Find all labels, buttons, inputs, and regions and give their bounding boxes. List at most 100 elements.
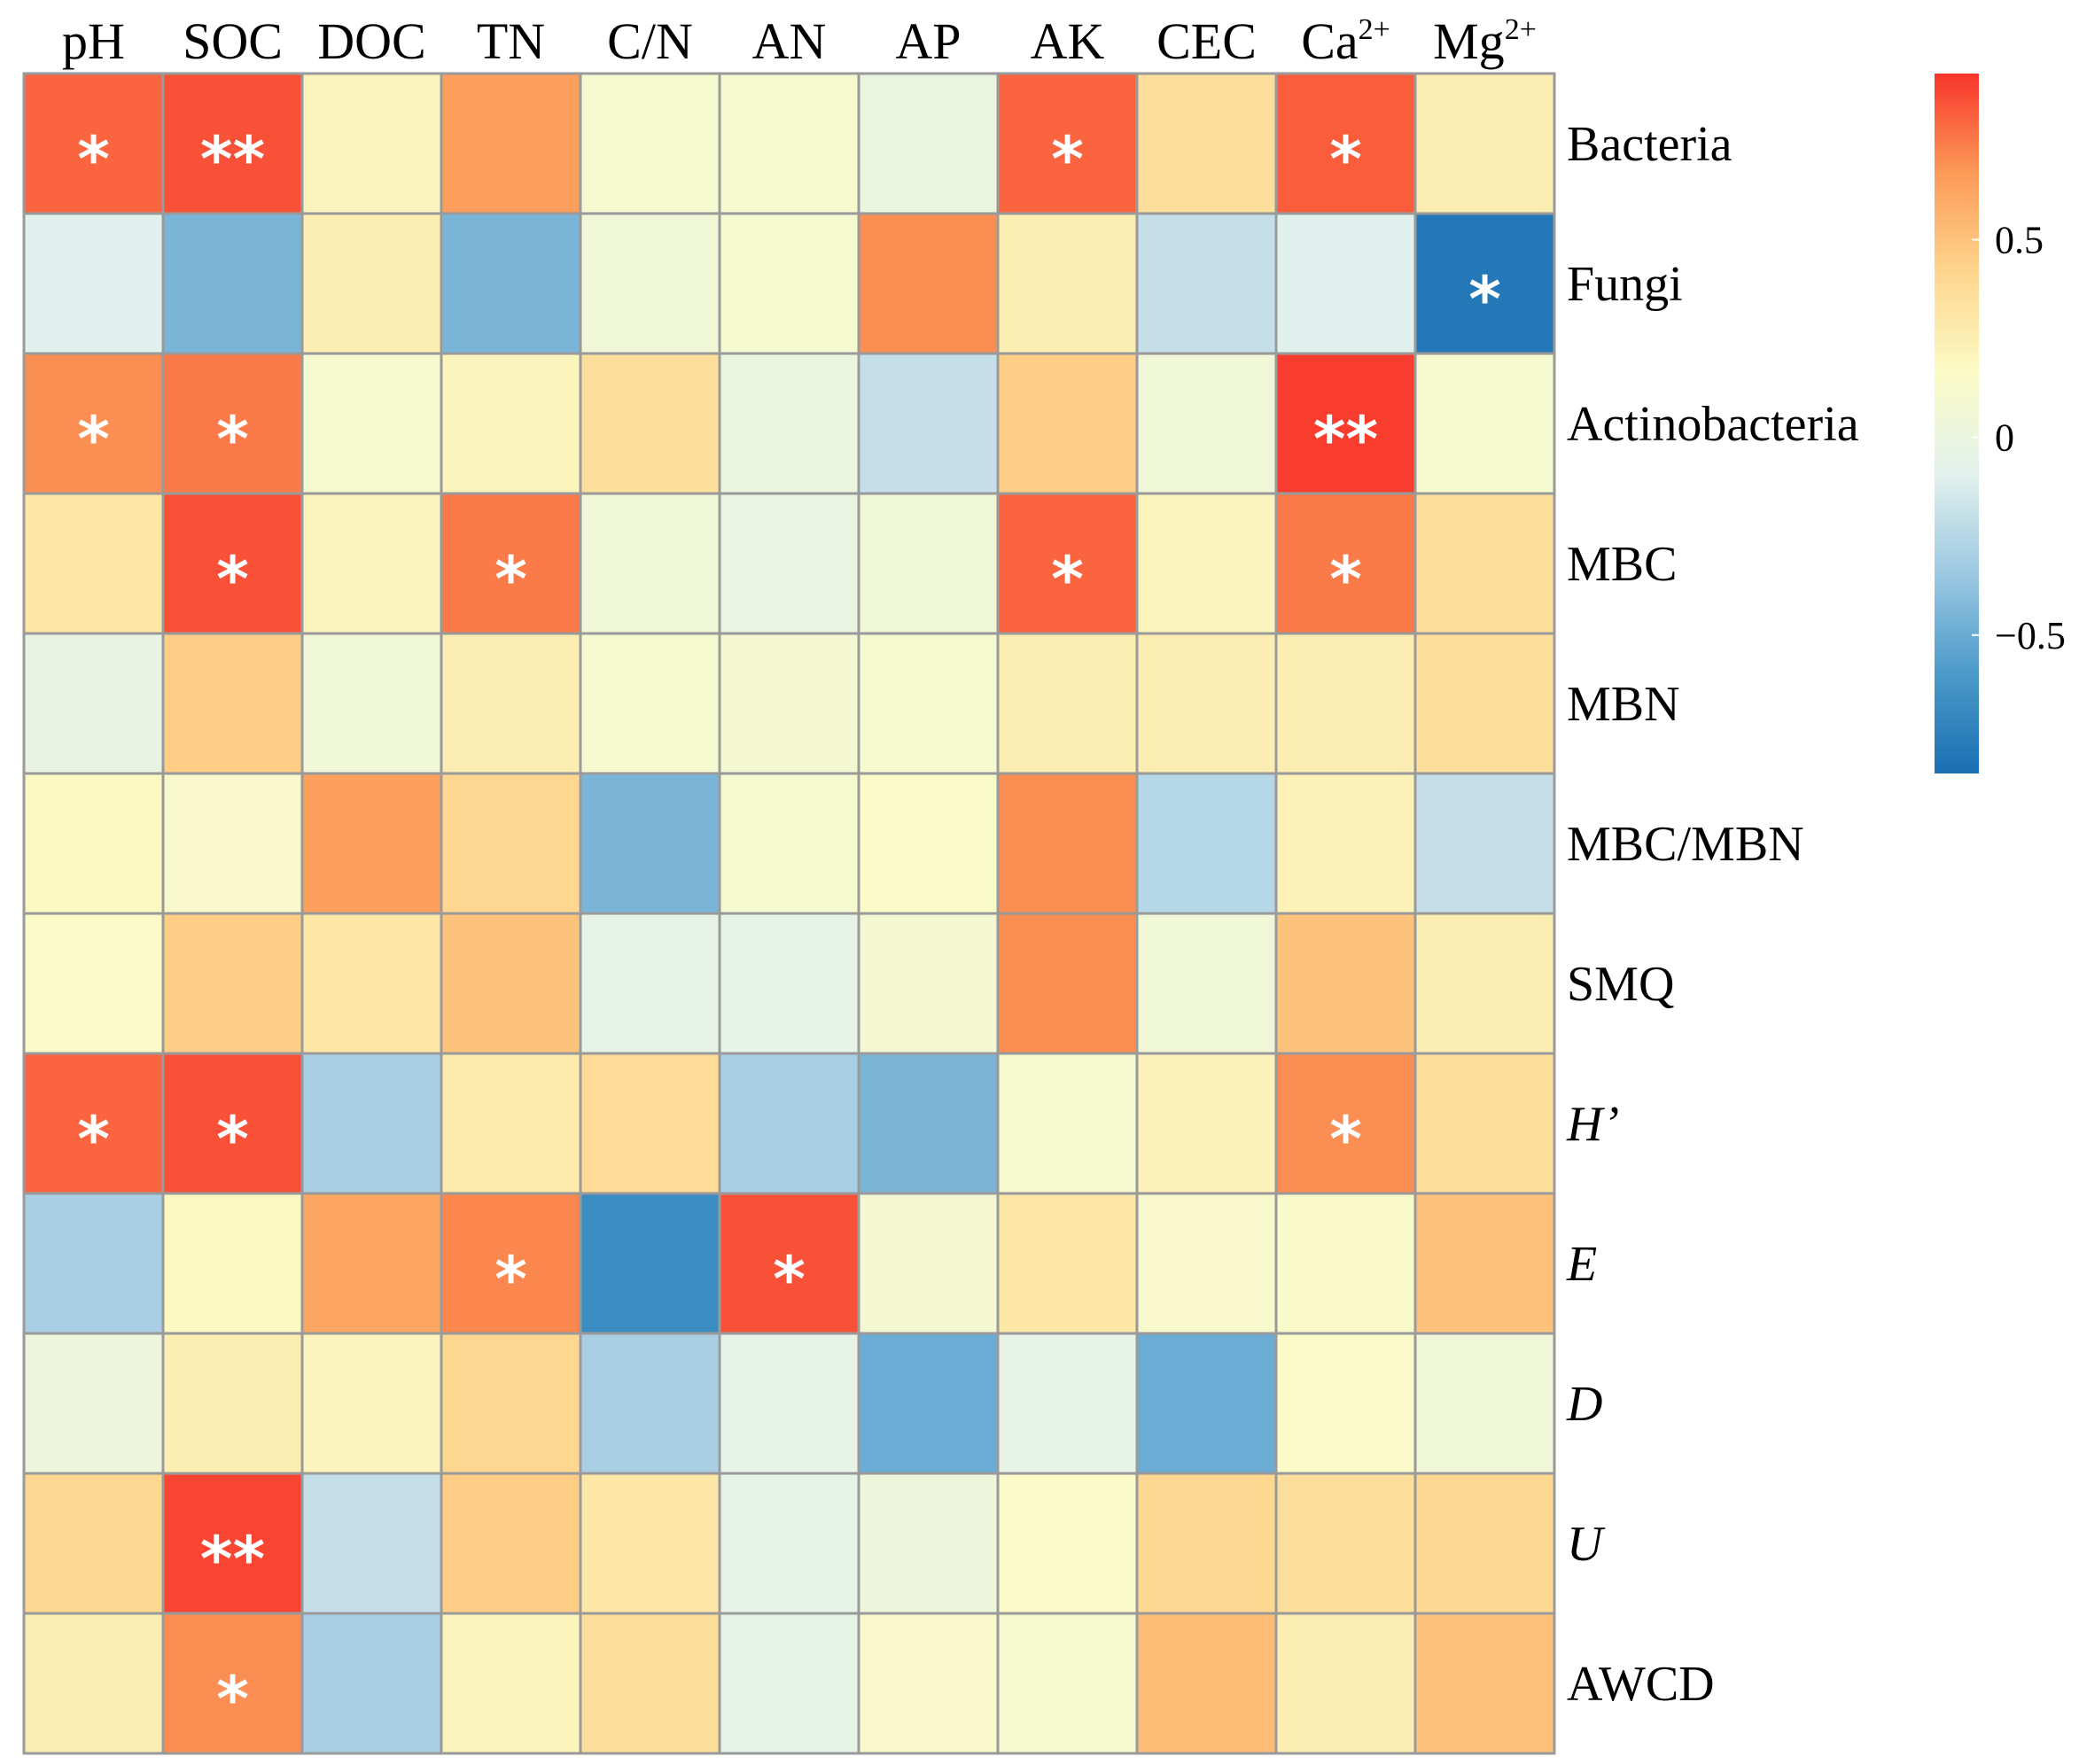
- colorbar-tick-label: 0: [1995, 416, 2014, 460]
- heatmap-cell: [440, 1192, 582, 1335]
- heatmap-cell: [1135, 1192, 1278, 1335]
- heatmap-cell: [440, 1472, 582, 1615]
- heatmap-cell: [1135, 1612, 1278, 1755]
- significance-marker: **: [200, 123, 265, 196]
- heatmap-cell: [996, 1332, 1139, 1475]
- row-label: MBC/MBN: [1567, 817, 1804, 872]
- heatmap-cell: [300, 912, 443, 1055]
- heatmap-cell: [718, 1332, 860, 1475]
- heatmap-cell: [996, 772, 1139, 915]
- heatmap-cell: [440, 72, 582, 215]
- heatmap-cell: [161, 632, 304, 775]
- heatmap-cell: [300, 1192, 443, 1335]
- heatmap-cell: [857, 912, 1000, 1055]
- heatmap-cell: [300, 1472, 443, 1615]
- significance-marker: *: [1468, 263, 1501, 336]
- heatmap-cell: [440, 772, 582, 915]
- heatmap-cell: [300, 72, 443, 215]
- heatmap-cell: [440, 1332, 582, 1475]
- row-label: Bacteria: [1567, 117, 1732, 172]
- significance-marker: *: [494, 543, 527, 616]
- heatmap-cell: [1135, 212, 1278, 355]
- heatmap-cell: [161, 1472, 304, 1615]
- heatmap-cell: [857, 1332, 1000, 1475]
- heatmap-cell: [1413, 1192, 1556, 1335]
- row-label: MBN: [1567, 677, 1680, 732]
- column-label: AN: [752, 12, 827, 70]
- heatmap-cell: [718, 492, 860, 635]
- heatmap-cell: [857, 1192, 1000, 1335]
- heatmap-cell: [718, 72, 860, 215]
- significance-marker: **: [1313, 403, 1378, 476]
- column-label: SOC: [183, 12, 283, 70]
- heatmap-cell: [440, 212, 582, 355]
- heatmap-cell: [22, 352, 165, 495]
- heatmap-cell: [857, 1472, 1000, 1615]
- heatmap-cell: [718, 1612, 860, 1755]
- row-label: E: [1566, 1237, 1597, 1292]
- heatmap-cell: [1135, 1472, 1278, 1615]
- heatmap-cell: [1274, 912, 1417, 1055]
- heatmap-cell: [1413, 772, 1556, 915]
- heatmap-cell: [440, 912, 582, 1055]
- heatmap-cell: [440, 1612, 582, 1755]
- heatmap-cell: [996, 912, 1139, 1055]
- heatmap-cell: [1413, 492, 1556, 635]
- significance-marker: *: [216, 1103, 249, 1176]
- heatmap-cell: [1413, 352, 1556, 495]
- heatmap-cell: [1274, 352, 1417, 495]
- heatmap-cell: [1135, 912, 1278, 1055]
- colorbar-ticks: 0.5 0 −0.5: [1972, 218, 2066, 657]
- heatmap-cell: [22, 632, 165, 775]
- heatmap-cell: [161, 1332, 304, 1475]
- heatmap-cell: [1413, 1612, 1556, 1755]
- heatmap-cell: [22, 772, 165, 915]
- heatmap-cell: [22, 1472, 165, 1615]
- heatmap-cell: [857, 72, 1000, 215]
- heatmap-cell: [300, 492, 443, 635]
- heatmap-cell: [161, 912, 304, 1055]
- heatmap-cells: [22, 72, 1556, 1755]
- heatmap-cell: [1135, 1332, 1278, 1475]
- heatmap-cell: [579, 772, 721, 915]
- heatmap-cell: [1413, 912, 1556, 1055]
- heatmap-cell: [1274, 492, 1417, 635]
- row-label: H’: [1566, 1097, 1619, 1152]
- heatmap-cell: [300, 1332, 443, 1475]
- heatmap-cell: [1413, 1472, 1556, 1615]
- heatmap-cell: [22, 1192, 165, 1335]
- heatmap-cell: [161, 212, 304, 355]
- heatmap-cell: [579, 1472, 721, 1615]
- colorbar-tick-label: 0.5: [1995, 218, 2044, 261]
- column-label: Mg2+: [1433, 12, 1537, 70]
- heatmap-cell: [579, 1612, 721, 1755]
- heatmap-cell: [579, 72, 721, 215]
- heatmap-cell: [300, 352, 443, 495]
- significance-marker: *: [77, 403, 110, 476]
- row-labels: Bacteria Fungi Actinobacteria MBC MBN MBC/MBN…: [1566, 117, 1859, 1712]
- column-label: AP: [895, 12, 961, 70]
- heatmap-cell: [718, 352, 860, 495]
- heatmap-cell: [440, 352, 582, 495]
- significance-marker: *: [216, 1663, 249, 1736]
- column-label: pH: [62, 12, 125, 70]
- heatmap-cell: [579, 212, 721, 355]
- heatmap-cell: [718, 1052, 860, 1195]
- heatmap-cell: [857, 1612, 1000, 1755]
- heatmap-cell: [1274, 632, 1417, 775]
- heatmap-cell: [579, 1332, 721, 1475]
- heatmap-cell: [1135, 72, 1278, 215]
- heatmap-cell: [1135, 632, 1278, 775]
- column-label: AK: [1031, 12, 1105, 70]
- significance-marker: *: [77, 1103, 110, 1176]
- heatmap-cell: [1413, 1052, 1556, 1195]
- significance-marker: *: [1051, 543, 1084, 616]
- significance-marker: *: [77, 123, 110, 196]
- heatmap-cell: [1274, 1612, 1417, 1755]
- significance-marker: *: [773, 1243, 806, 1316]
- column-label: Ca2+: [1301, 12, 1390, 70]
- heatmap-cell: [579, 352, 721, 495]
- heatmap-cell: [1135, 492, 1278, 635]
- heatmap-cell: [22, 912, 165, 1055]
